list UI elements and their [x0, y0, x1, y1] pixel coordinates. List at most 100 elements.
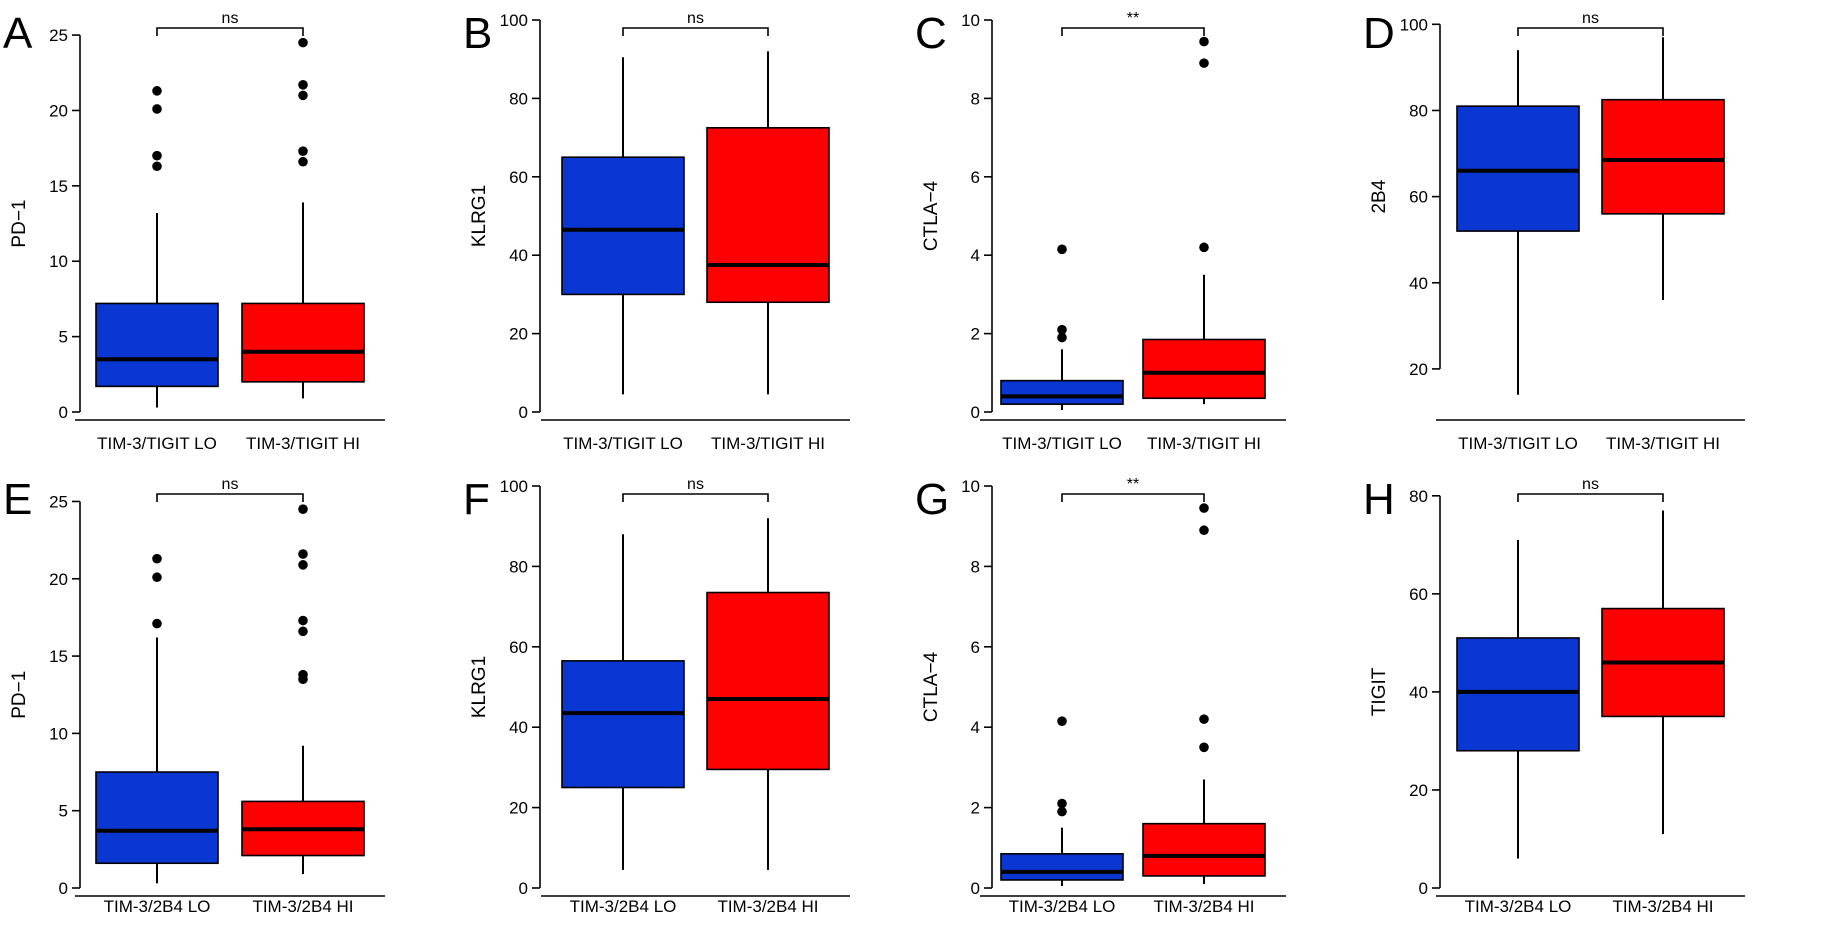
panel-letter: B	[463, 9, 492, 58]
outlier-point	[1199, 36, 1209, 47]
box-iqr	[1601, 98, 1725, 215]
bracket-line	[622, 27, 769, 36]
x-category-label: TIM-3/2B4 LO	[104, 897, 211, 916]
y-tick-label: 40	[1409, 274, 1428, 293]
panel-letter: G	[915, 475, 949, 524]
y-tick-label: 2	[971, 325, 980, 344]
outlier-point	[298, 504, 308, 514]
panel-e: E 0 5 10 15 20 25 PD−1 TIM-3/2B4 LO TIM-3/2B4 HI n…	[3, 475, 385, 916]
box-iqr	[1456, 105, 1580, 232]
x-category-label: TIM-3/2B4 HI	[1612, 897, 1713, 916]
y-axis-title: PD−1	[9, 671, 30, 719]
y-tick-label: 10	[961, 11, 980, 30]
outlier-point	[298, 80, 308, 90]
box-lo	[1456, 50, 1580, 395]
outlier-point	[1057, 716, 1067, 726]
outlier-point	[152, 161, 162, 172]
box-iqr	[1456, 637, 1580, 752]
outlier-point	[298, 37, 308, 48]
box-iqr	[95, 302, 219, 388]
outlier-point	[1199, 742, 1209, 753]
outlier-point	[1057, 798, 1067, 809]
outlier-point	[1199, 714, 1209, 724]
y-tick-label: 6	[971, 168, 980, 187]
box-iqr	[1142, 338, 1266, 400]
significance-label: ns	[1582, 476, 1599, 493]
y-tick-label: 100	[1400, 15, 1428, 34]
y-tick-label: 5	[59, 328, 68, 347]
y-tick-label: 15	[49, 177, 68, 196]
y-axis-title: KLRG1	[469, 656, 490, 718]
y-tick-label: 25	[49, 492, 68, 511]
significance-bracket: ns	[622, 10, 769, 36]
y-axis-title: CTLA−4	[921, 180, 942, 251]
box-hi	[1601, 510, 1725, 835]
panel-letter: A	[3, 9, 33, 58]
x-category-label: TIM-3/2B4 HI	[1153, 897, 1254, 916]
outlier-point	[298, 90, 308, 101]
panel-f: F 0 20 40 60 80 100 KLRG1 TIM-3/2B4 LO TIM-3/2B4 …	[463, 475, 850, 916]
box-lo	[1000, 716, 1124, 886]
x-category-label: TIM-3/TIGIT LO	[1002, 434, 1122, 453]
outlier-point	[152, 150, 162, 161]
y-tick-label: 4	[971, 246, 980, 265]
outlier-point	[152, 86, 162, 96]
y-tick-label: 80	[1409, 101, 1428, 120]
bracket-line	[622, 493, 769, 502]
box-hi	[1601, 37, 1725, 300]
y-tick-label: 80	[509, 557, 528, 576]
outlier-point	[1199, 503, 1209, 513]
box-hi	[706, 518, 830, 870]
box-lo	[561, 534, 685, 870]
box-iqr	[1000, 379, 1124, 405]
box-lo	[95, 86, 219, 408]
panel-letter: H	[1363, 475, 1395, 524]
significance-label: ns	[1582, 10, 1599, 27]
significance-label: **	[1127, 476, 1139, 493]
box-iqr	[561, 156, 685, 296]
significance-label: ns	[222, 10, 239, 27]
significance-bracket: ns	[1517, 476, 1664, 502]
y-tick-label: 0	[971, 879, 980, 898]
significance-label: **	[1127, 10, 1139, 27]
bracket-line	[1517, 27, 1664, 36]
x-category-label: TIM-3/TIGIT HI	[246, 434, 360, 453]
box-hi	[241, 37, 365, 399]
y-tick-label: 60	[509, 168, 528, 187]
outlier-point	[1057, 332, 1067, 343]
outlier-point	[152, 553, 162, 564]
box-hi	[1142, 36, 1266, 405]
y-tick-label: 6	[971, 638, 980, 657]
outlier-point	[152, 104, 162, 114]
y-tick-label: 100	[500, 11, 528, 30]
significance-bracket: **	[1061, 476, 1205, 502]
box-iqr	[241, 302, 365, 383]
outlier-point	[1057, 244, 1067, 255]
y-tick-label: 8	[971, 557, 980, 576]
y-axis-title: PD−1	[9, 200, 30, 248]
box-hi	[706, 51, 830, 395]
x-category-label: TIM-3/TIGIT HI	[1606, 434, 1720, 453]
bracket-line	[156, 27, 304, 36]
outlier-point	[298, 146, 308, 156]
y-tick-label: 20	[1409, 781, 1428, 800]
y-tick-label: 10	[961, 477, 980, 496]
y-tick-label: 0	[519, 403, 528, 422]
x-category-label: TIM-3/2B4 LO	[1009, 897, 1116, 916]
outlier-point	[1199, 242, 1209, 253]
significance-bracket: ns	[156, 10, 304, 36]
outlier-point	[1199, 58, 1209, 68]
box-iqr	[561, 660, 685, 789]
outlier-point	[298, 156, 308, 167]
panel-b: B 0 20 40 60 80 100 KLRG1 TIM-3/TIGIT LO TIM-3/TI…	[463, 9, 850, 453]
y-tick-label: 0	[519, 879, 528, 898]
panel-g: G 0 2 4 6 8 10 CTLA−4 TIM-3/2B4 LO TIM-3/2B4 HI **	[915, 475, 1286, 916]
x-category-label: TIM-3/TIGIT HI	[1147, 434, 1261, 453]
box-iqr	[706, 127, 830, 304]
y-tick-label: 0	[1419, 879, 1428, 898]
x-category-label: TIM-3/2B4 LO	[570, 897, 677, 916]
y-tick-label: 60	[509, 638, 528, 657]
box-lo	[561, 57, 685, 395]
significance-bracket: ns	[622, 476, 769, 502]
